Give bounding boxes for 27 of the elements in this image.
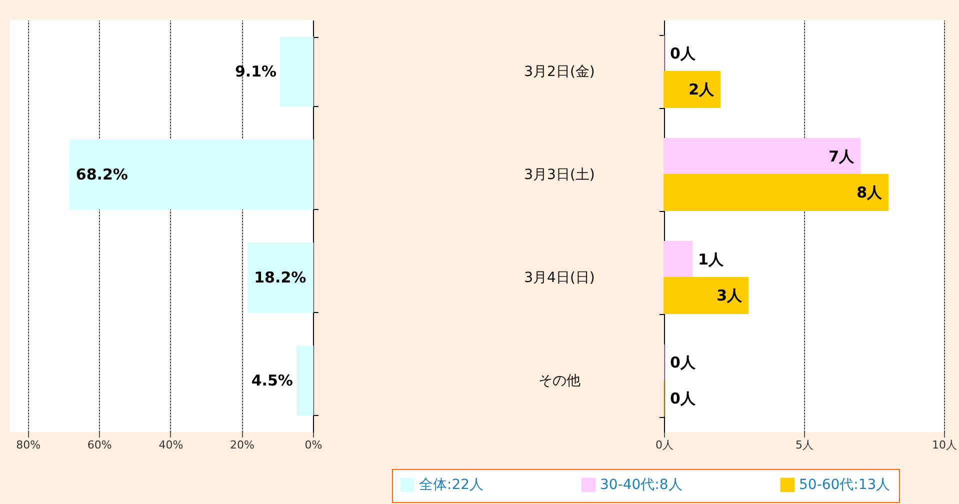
x-tick-label: 5人 (796, 438, 814, 452)
data-label: 68.2% (76, 166, 128, 184)
x-tick-label: 10人 (932, 438, 957, 452)
data-label: 18.2% (254, 268, 306, 286)
x-tick-label: 40% (158, 438, 184, 452)
y-tick-label: 3月4日(日) (524, 270, 595, 286)
y-tick-label: 3月2日(金) (524, 64, 595, 80)
data-label: 9.1% (234, 62, 277, 80)
x-tick-label: 0% (304, 438, 322, 452)
data-label: 3人 (716, 286, 743, 305)
data-label: 2人 (688, 80, 715, 99)
y-tick-label: 3月3日(土) (524, 167, 595, 183)
data-label: 8人 (856, 184, 883, 202)
data-label: 0人 (670, 353, 696, 372)
x-tick-label: 60% (87, 438, 112, 452)
legend-label: 30-40代:8人 (600, 476, 682, 493)
y-tick-label: その他 (538, 373, 580, 389)
data-label: 0人 (670, 390, 696, 408)
legend-label: 全体:22人 (419, 476, 484, 493)
data-label: 0人 (670, 44, 696, 62)
data-label: 7人 (828, 147, 855, 166)
data-label: 4.5% (251, 372, 293, 390)
x-tick-label: 80% (16, 438, 41, 452)
legend-label: 50-60代:13人 (799, 476, 890, 493)
x-tick-label: 20% (230, 438, 254, 452)
x-tick-label: 0人 (656, 438, 674, 452)
data-label: 1人 (698, 250, 724, 268)
